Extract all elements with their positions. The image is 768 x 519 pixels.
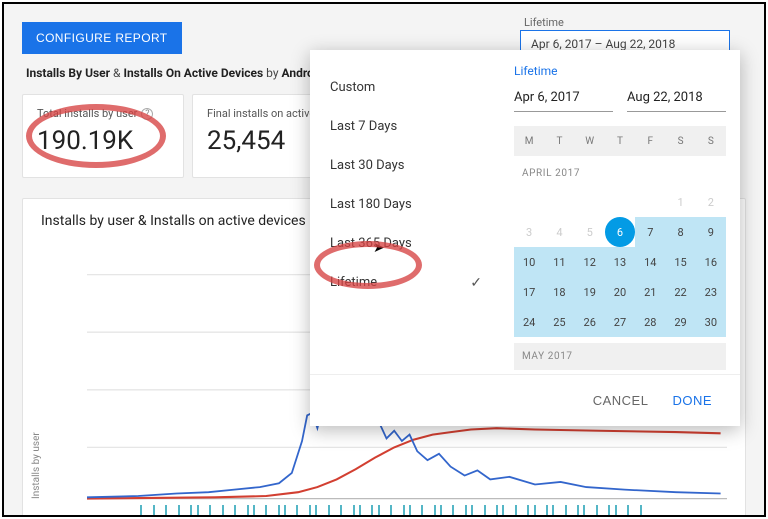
- calendar-day[interactable]: 29: [665, 307, 695, 337]
- calendar-day[interactable]: 21: [635, 277, 665, 307]
- stat-card-total-installs: Total installs by user? 190.19K: [22, 94, 184, 178]
- calendar-day[interactable]: 25: [544, 307, 574, 337]
- calendar-day[interactable]: 8: [665, 217, 695, 247]
- calendar-day[interactable]: 2: [696, 187, 726, 217]
- calendar-day[interactable]: 26: [575, 307, 605, 337]
- calendar-day[interactable]: 20: [605, 277, 635, 307]
- y-axis-label: Installs by user: [31, 432, 42, 499]
- stat-value: 190.19K: [37, 126, 169, 156]
- calendar-day[interactable]: 9: [696, 217, 726, 247]
- calendar-day[interactable]: 28: [635, 307, 665, 337]
- calendar-day[interactable]: 7: [635, 217, 665, 247]
- date-to-field[interactable]: Aug 22, 2018: [627, 88, 726, 112]
- calendar-day[interactable]: 15: [665, 247, 695, 277]
- calendar-day[interactable]: 3: [514, 217, 544, 247]
- lifetime-heading: Lifetime: [514, 64, 726, 78]
- calendar-day[interactable]: 23: [696, 277, 726, 307]
- calendar-day[interactable]: 24: [514, 307, 544, 337]
- range-7d[interactable]: Last 7 Days: [310, 107, 500, 146]
- date-range-popover: Custom Last 7 Days Last 30 Days Last 180…: [310, 50, 740, 426]
- month-header: APRIL 2017: [514, 156, 726, 187]
- calendar-day-start[interactable]: 6: [605, 217, 635, 247]
- calendar-day[interactable]: 11: [544, 247, 574, 277]
- calendar-day[interactable]: 17: [514, 277, 544, 307]
- range-180d[interactable]: Last 180 Days: [310, 185, 500, 224]
- calendar-day[interactable]: 10: [514, 247, 544, 277]
- calendar-day[interactable]: 27: [605, 307, 635, 337]
- calendar-day[interactable]: 30: [696, 307, 726, 337]
- range-30d[interactable]: Last 30 Days: [310, 146, 500, 185]
- done-button[interactable]: DONE: [662, 385, 722, 416]
- cancel-button[interactable]: CANCEL: [583, 385, 659, 416]
- calendar-day[interactable]: 16: [696, 247, 726, 277]
- calendar-day[interactable]: 22: [665, 277, 695, 307]
- calendar-day[interactable]: 13: [605, 247, 635, 277]
- calendar-day[interactable]: 4: [544, 217, 574, 247]
- calendar-day[interactable]: 12: [575, 247, 605, 277]
- date-range-label: Lifetime: [524, 16, 564, 29]
- calendar-day[interactable]: 5: [575, 217, 605, 247]
- configure-report-button[interactable]: CONFIGURE REPORT: [22, 22, 182, 54]
- range-365d[interactable]: Last 365 Days: [310, 224, 500, 263]
- date-from-field[interactable]: Apr 6, 2017: [514, 88, 613, 112]
- calendar-day[interactable]: 14: [635, 247, 665, 277]
- range-lifetime[interactable]: Lifetime: [310, 263, 500, 302]
- range-custom[interactable]: Custom: [310, 68, 500, 107]
- help-icon[interactable]: ?: [141, 108, 153, 120]
- calendar-day[interactable]: 18: [544, 277, 574, 307]
- month-header: MAY 2017: [514, 343, 726, 370]
- calendar: MTWTFSS APRIL 2017 12 3456789 1011121314…: [514, 126, 726, 370]
- rug-plot: [103, 505, 727, 517]
- calendar-day[interactable]: 19: [575, 277, 605, 307]
- calendar-day[interactable]: 1: [665, 187, 695, 217]
